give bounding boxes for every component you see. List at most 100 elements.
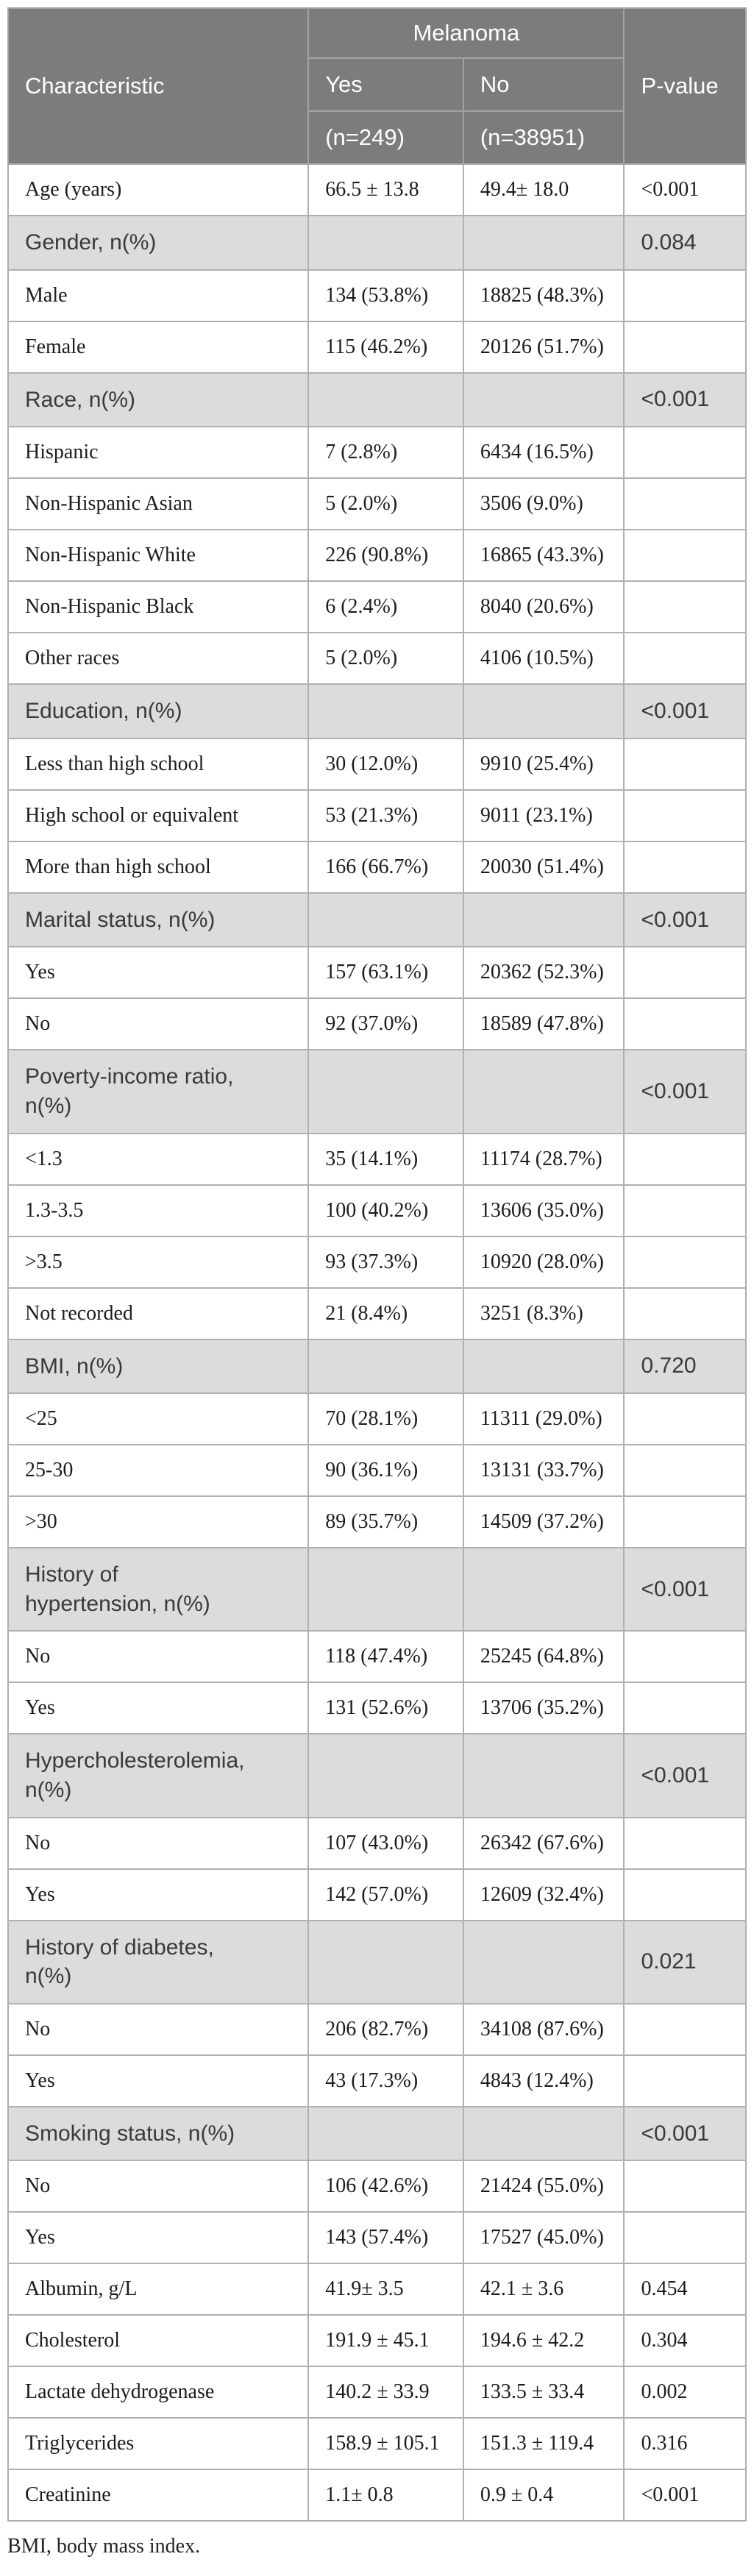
header-characteristic: Characteristic (7, 7, 310, 165)
cell-melanoma-no (462, 1919, 625, 2004)
header-group-row: Characteristic Melanoma P-value (7, 7, 747, 165)
row-label: Not recorded (7, 1287, 310, 1340)
cell-p-value (623, 2211, 747, 2265)
cell-melanoma-yes (307, 1733, 464, 1818)
table-row: Cholesterol 191.9 ± 45.1 194.6 ± 42.2 0.304 (7, 2314, 747, 2368)
cell-p-value (623, 2160, 747, 2213)
table-row: Non-Hispanic Black 6 (2.4%) 8040 (20.6%) (7, 580, 747, 634)
cell-melanoma-no (462, 215, 625, 271)
row-label: History of hypertension, n(%) (7, 1547, 310, 1632)
cell-melanoma-yes: 206 (82.7%) (307, 2002, 464, 2056)
cell-melanoma-yes: 100 (40.2%) (307, 1184, 464, 1237)
row-label: Yes (7, 2211, 310, 2265)
row-label: No (7, 1630, 310, 1684)
row-label: Yes (7, 2054, 310, 2107)
cell-p-value (623, 840, 747, 894)
header-col-yes: Yes (307, 57, 464, 112)
cell-melanoma-no: 42.1 ± 3.6 (462, 2263, 625, 2316)
row-label: Age (years) (7, 163, 310, 216)
cell-p-value: 0.002 (623, 2366, 747, 2419)
section-row: History of diabetes, n(%) 0.021 (7, 1919, 747, 2004)
table-row: Triglycerides 158.9 ± 105.1 151.3 ± 119.4 0… (7, 2417, 747, 2471)
cell-p-value (623, 1495, 747, 1549)
table-row: Yes 142 (57.0%) 12609 (32.4%) (7, 1868, 747, 1921)
row-label: Cholesterol (7, 2314, 310, 2368)
table-row: Other races 5 (2.0%) 4106 (10.5%) (7, 632, 747, 686)
cell-melanoma-yes: 89 (35.7%) (307, 1495, 464, 1549)
row-label: Male (7, 268, 310, 322)
cell-p-value: <0.001 (623, 1049, 747, 1134)
cell-melanoma-yes: 158.9 ± 105.1 (307, 2417, 464, 2471)
row-label: Hispanic (7, 426, 310, 480)
cell-p-value: <0.001 (623, 2105, 747, 2162)
cell-melanoma-yes: 5 (2.0%) (307, 632, 464, 686)
row-label: Marital status, n(%) (7, 892, 310, 948)
cell-p-value (623, 1816, 747, 1870)
cell-melanoma-yes: 7 (2.8%) (307, 426, 464, 480)
table-row: More than high school 166 (66.7%) 20030 (5… (7, 840, 747, 894)
table-row: Less than high school 30 (12.0%) 9910 (25.… (7, 737, 747, 791)
table-row: Albumin, g/L 41.9± 3.5 42.1 ± 3.6 0.454 (7, 2263, 747, 2316)
row-label: Yes (7, 946, 310, 1000)
cell-p-value (623, 2054, 747, 2107)
cell-p-value (623, 580, 747, 634)
cell-p-value: 0.304 (623, 2314, 747, 2368)
cell-melanoma-no: 9011 (23.1%) (462, 789, 625, 842)
cell-melanoma-yes: 6 (2.4%) (307, 580, 464, 634)
cell-melanoma-yes (307, 1919, 464, 2004)
cell-p-value (623, 632, 747, 686)
cell-p-value (623, 1444, 747, 1498)
section-row: Race, n(%) <0.001 (7, 371, 747, 428)
row-label: Yes (7, 1682, 310, 1735)
cell-p-value (623, 1235, 747, 1289)
cell-p-value (623, 789, 747, 842)
row-label: Poverty-income ratio, n(%) (7, 1049, 310, 1134)
cell-p-value: <0.001 (623, 2469, 747, 2522)
cell-melanoma-no (462, 1547, 625, 1632)
table-row: >30 89 (35.7%) 14509 (37.2%) (7, 1495, 747, 1549)
header-yes-no-row: Yes No (8, 57, 746, 112)
row-label: Yes (7, 1868, 310, 1921)
row-label: BMI, n(%) (7, 1338, 310, 1395)
cell-melanoma-yes: 92 (37.0%) (307, 997, 464, 1051)
cell-melanoma-no: 6434 (16.5%) (462, 426, 625, 480)
cell-melanoma-no (462, 892, 625, 948)
cell-melanoma-no (462, 1733, 625, 1818)
table-row: <1.3 35 (14.1%) 11174 (28.7%) (7, 1132, 747, 1186)
cell-melanoma-no: 20126 (51.7%) (462, 320, 625, 374)
cell-p-value (623, 1868, 747, 1921)
cell-melanoma-yes: 30 (12.0%) (307, 737, 464, 791)
table-row: No 106 (42.6%) 21424 (55.0%) (7, 2160, 747, 2213)
cell-melanoma-yes: 53 (21.3%) (307, 789, 464, 842)
section-row: Gender, n(%) 0.084 (7, 215, 747, 271)
cell-melanoma-yes: 166 (66.7%) (307, 840, 464, 894)
characteristics-table: Characteristic Melanoma P-value Yes No (… (7, 7, 747, 2522)
row-label: 25-30 (7, 1444, 310, 1498)
cell-p-value: <0.001 (623, 892, 747, 948)
table-row: No 107 (43.0%) 26342 (67.6%) (7, 1816, 747, 1870)
table-row: Yes 157 (63.1%) 20362 (52.3%) (7, 946, 747, 1000)
table-row: 1.3-3.5 100 (40.2%) 13606 (35.0%) (7, 1184, 747, 1237)
cell-melanoma-yes: 118 (47.4%) (307, 1630, 464, 1684)
cell-p-value (623, 1630, 747, 1684)
cell-p-value (623, 1392, 747, 1446)
section-row: Hypercholesterolemia, n(%) <0.001 (7, 1733, 747, 1818)
cell-p-value (623, 997, 747, 1051)
cell-melanoma-no: 17527 (45.0%) (462, 2211, 625, 2265)
cell-melanoma-yes (307, 892, 464, 948)
cell-melanoma-no: 11174 (28.7%) (462, 1132, 625, 1186)
section-row: Poverty-income ratio, n(%) <0.001 (7, 1049, 747, 1134)
header-n-no: (n=38951) (462, 110, 625, 165)
cell-melanoma-no: 34108 (87.6%) (462, 2002, 625, 2056)
cell-p-value (623, 946, 747, 1000)
cell-melanoma-no: 26342 (67.6%) (462, 1816, 625, 1870)
cell-melanoma-no: 10920 (28.0%) (462, 1235, 625, 1289)
row-label: Female (7, 320, 310, 374)
table-row: Age (years) 66.5 ± 13.8 49.4± 18.0 <0.001 (7, 163, 747, 216)
header-p-value: P-value (623, 7, 747, 165)
cell-melanoma-yes (307, 683, 464, 739)
row-label: History of diabetes, n(%) (7, 1919, 310, 2004)
cell-melanoma-no: 18825 (48.3%) (462, 268, 625, 322)
cell-melanoma-no (462, 683, 625, 739)
cell-melanoma-no: 16865 (43.3%) (462, 529, 625, 583)
